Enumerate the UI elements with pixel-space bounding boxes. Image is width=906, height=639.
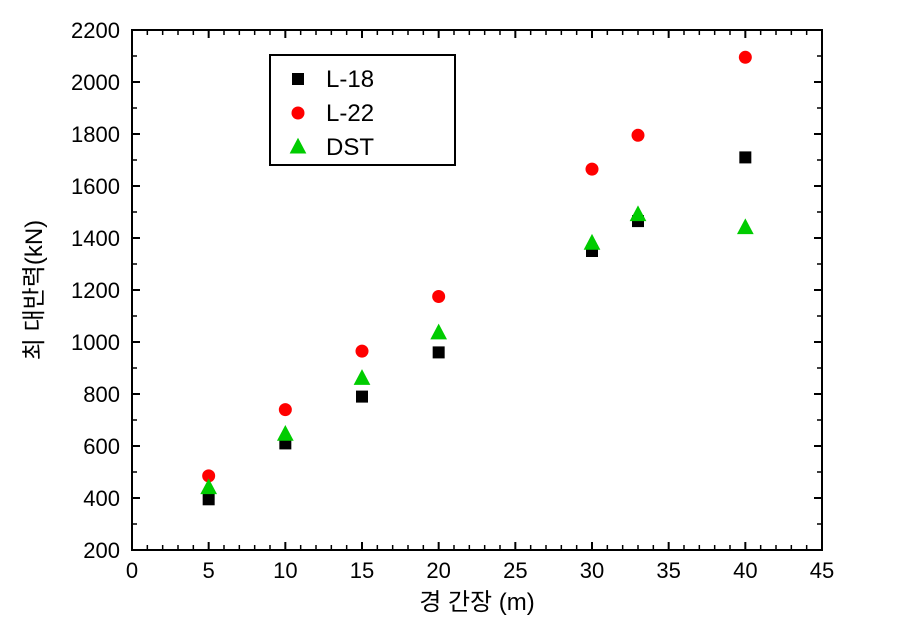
svg-text:1400: 1400	[71, 226, 120, 251]
svg-text:2000: 2000	[71, 70, 120, 95]
svg-text:800: 800	[83, 382, 120, 407]
svg-text:200: 200	[83, 538, 120, 563]
x-axis-title: 경 간장 (m)	[419, 589, 535, 616]
svg-text:20: 20	[426, 558, 450, 583]
svg-text:1800: 1800	[71, 122, 120, 147]
svg-text:25: 25	[503, 558, 527, 583]
svg-text:600: 600	[83, 434, 120, 459]
svg-text:1600: 1600	[71, 174, 120, 199]
legend-item-dst: DST	[326, 134, 374, 161]
svg-text:400: 400	[83, 486, 120, 511]
legend-item-l-18: L-18	[326, 66, 374, 93]
scatter-chart: 0 5 10 15 20 25 30 35 40 45 200 400 600 800 1000 1200 14…	[0, 0, 906, 639]
y-axis-title: 최 대반력(kN)	[21, 220, 48, 360]
svg-text:2200: 2200	[71, 18, 120, 43]
svg-text:0: 0	[126, 558, 138, 583]
svg-text:5: 5	[203, 558, 215, 583]
svg-text:1200: 1200	[71, 278, 120, 303]
svg-text:45: 45	[810, 558, 834, 583]
svg-text:1000: 1000	[71, 330, 120, 355]
svg-text:30: 30	[580, 558, 604, 583]
svg-text:15: 15	[350, 558, 374, 583]
chart-svg: 0 5 10 15 20 25 30 35 40 45 200 400 600 800 1000 1200 14…	[0, 0, 906, 639]
svg-text:40: 40	[733, 558, 757, 583]
svg-text:10: 10	[273, 558, 297, 583]
legend-item-l-22: L-22	[326, 100, 374, 127]
svg-text:35: 35	[656, 558, 680, 583]
